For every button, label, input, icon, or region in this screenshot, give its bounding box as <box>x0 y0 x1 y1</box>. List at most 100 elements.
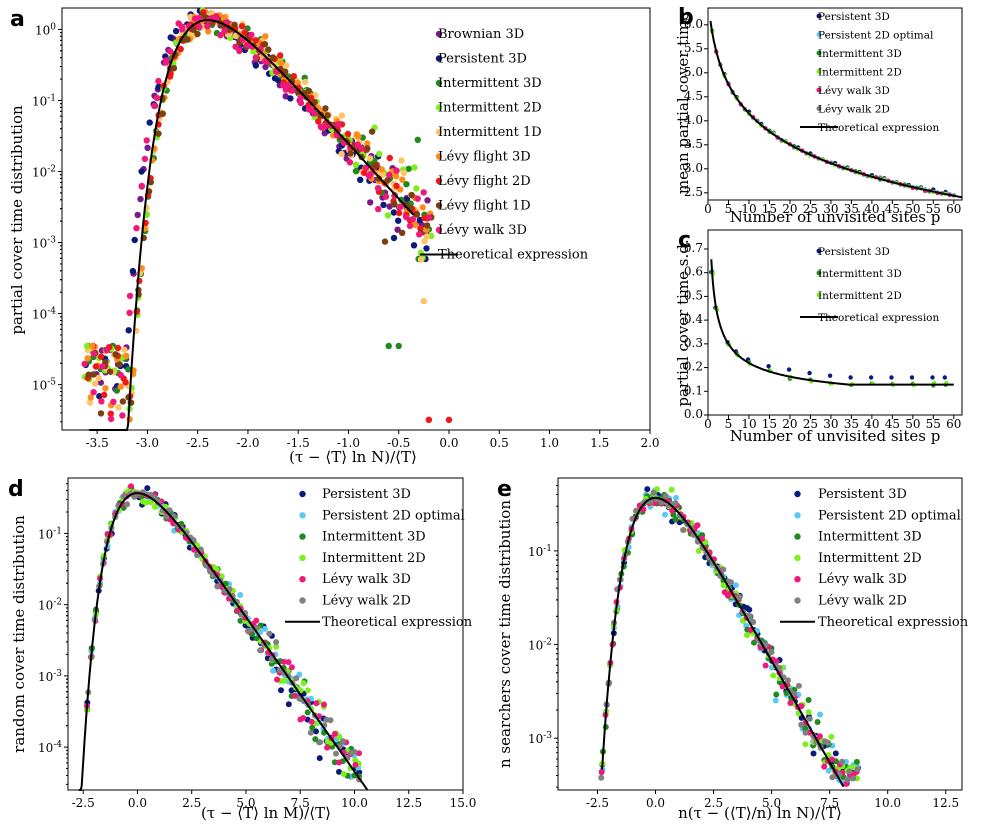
x-axis-label: Number of unvisited sites p <box>730 208 941 226</box>
data-point-persistent_3d <box>96 393 103 400</box>
data-point-intermittent_3d <box>805 697 812 703</box>
data-point-persistent_3d <box>131 236 138 244</box>
data-point-persistent_3d <box>868 375 874 380</box>
data-point-levy_flight_1d <box>408 191 415 199</box>
data-point-levy_flight_1d <box>347 150 354 157</box>
data-point-brownian_3d <box>367 199 374 206</box>
legend-marker <box>299 490 306 498</box>
data-point-levy_walk_3d <box>179 26 186 33</box>
scatter-points <box>709 269 949 388</box>
data-point-levy_walk_2d <box>776 665 783 671</box>
x-tick-label: 25 <box>803 417 818 431</box>
data-point-intermittent_2d <box>340 771 347 777</box>
legend-marker <box>794 554 801 562</box>
data-point-levy_flight_1d <box>368 128 376 135</box>
data-point-outlier <box>83 342 91 350</box>
plot-frame <box>557 477 963 791</box>
x-tick-label: 50 <box>905 202 920 216</box>
x-tick-label: 30 <box>823 202 838 216</box>
legend-entry: Persistent 3D <box>818 487 907 502</box>
data-point-levy_walk_3d <box>402 213 410 221</box>
panel-letter: a <box>10 7 25 32</box>
data-point-levy_walk_3d <box>375 185 382 192</box>
legend-marker <box>435 202 443 209</box>
data-point-levy_flight_1d <box>364 145 371 152</box>
scatter-points <box>81 7 453 423</box>
y-tick-label: 0.7 <box>684 241 703 255</box>
data-point-levy_walk_2d <box>854 766 861 773</box>
data-point-levy_walk_3d <box>352 761 359 768</box>
data-point-levy_walk_3d <box>382 193 390 200</box>
data-point-persistent_2d_optimal <box>825 767 832 774</box>
data-point-levy_walk_3d <box>313 700 320 707</box>
theory-curve <box>78 492 369 791</box>
data-point-levy_walk_3d <box>386 171 393 179</box>
data-point-intermittent_1d <box>417 256 425 263</box>
data-point-levy_walk_3d <box>81 360 88 368</box>
data-point-levy_walk_2d <box>844 776 851 783</box>
x-tick-label: 15 <box>762 417 777 431</box>
panel-d: -2.5 0.0 2.5 5.0 7.5 10.0 12.5 15.0 10-1 10-2 10-3… <box>8 477 476 822</box>
x-tick-label: 2.5 <box>704 796 723 810</box>
data-point-persistent_3d <box>172 27 180 35</box>
x-tick-label: 7.5 <box>820 796 839 810</box>
panel-e: -2.5 0.0 2.5 5.0 7.5 10.0 12.5 10-1 10-2 10-3 n(τ … <box>496 477 969 822</box>
legend: Persistent 3D Persistent 2D optimal Interm… <box>800 11 939 134</box>
data-point-levy_walk_2d <box>672 500 679 507</box>
data-point-levy_flight_3d <box>87 394 94 401</box>
data-point-levy_walk_3d <box>821 763 828 770</box>
data-point-levy_flight_3d <box>102 385 109 392</box>
data-point-persistent_2d_optimal <box>817 711 823 718</box>
data-point-intermittent_1d <box>423 233 431 240</box>
legend-entry: Lévy walk 2D <box>818 594 907 609</box>
data-point-intermittent_2d <box>250 48 257 55</box>
data-point-levy_walk_3d <box>126 292 134 300</box>
theory-curve <box>601 496 845 788</box>
data-point-intermittent_2d <box>152 503 159 510</box>
data-point-levy_flight_1d <box>119 398 127 405</box>
data-point-levy_flight_1d <box>116 361 123 368</box>
data-point-levy_flight_2d <box>277 52 284 59</box>
data-point-levy_walk_3d <box>669 507 676 514</box>
legend-marker <box>816 50 822 56</box>
data-point-intermittent_2d <box>828 733 835 740</box>
data-point-intermittent_1d <box>338 150 345 158</box>
legend-marker <box>435 128 443 136</box>
data-point-levy_walk_3d <box>167 48 174 55</box>
data-point-persistent_2d_optimal <box>772 697 779 704</box>
data-point-levy_walk_3d <box>126 309 133 316</box>
data-point-levy_walk_2d <box>850 775 857 782</box>
data-point-levy_flight_1d <box>384 177 391 184</box>
data-point-intermittent_3d <box>414 136 421 143</box>
data-point-levy_walk_3d <box>153 94 161 102</box>
y-tick-label: 3.5 <box>684 137 703 151</box>
legend-entry: Lévy walk 3D <box>322 572 411 587</box>
x-tick-label: 5.0 <box>236 796 255 810</box>
y-tick-label: 6.0 <box>684 17 703 31</box>
tick-label: 10-3 <box>528 731 552 746</box>
data-point-intermittent_1d <box>302 78 309 86</box>
x-tick-label: 10.0 <box>874 796 901 810</box>
tick-label: 10-2 <box>528 638 552 653</box>
data-point-levy_flight_3d <box>221 14 228 21</box>
data-point-levy_flight_1d <box>311 99 318 106</box>
legend-entry: Persistent 2D optimal <box>322 508 465 523</box>
data-point-brownian_3d <box>386 203 393 210</box>
data-point-outlier <box>395 342 402 350</box>
legend-entry: Lévy walk 3D <box>818 85 890 97</box>
data-point-intermittent_3d <box>403 181 410 188</box>
tick-label: 10-2 <box>32 164 56 179</box>
data-point-levy_flight_1d <box>194 30 201 38</box>
data-point-levy_walk_3d <box>90 350 98 357</box>
data-point-levy_walk_3d <box>236 47 243 55</box>
data-point-intermittent_2d <box>336 734 343 740</box>
data-point-levy_walk_3d <box>336 759 342 766</box>
data-point-intermittent_2d <box>148 499 155 506</box>
y-tick-label: 0.5 <box>684 288 703 302</box>
legend-entry: Intermittent 2D <box>438 101 542 116</box>
data-point-levy_walk_3d <box>141 155 149 163</box>
data-point-brownian_3d <box>144 144 151 151</box>
legend-entry: Intermittent 2D <box>818 67 902 79</box>
legend-entry: Lévy walk 2D <box>322 594 411 609</box>
data-point-levy_walk_3d <box>138 182 145 190</box>
